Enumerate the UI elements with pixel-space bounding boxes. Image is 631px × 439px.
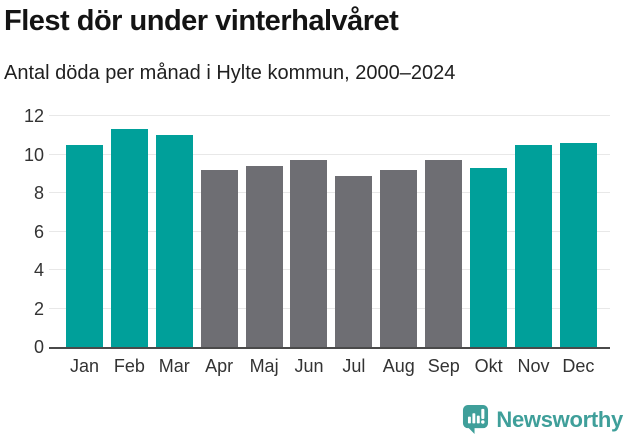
- x-tick-label-nov: Nov: [517, 356, 550, 376]
- x-tick-label-sep: Sep: [427, 356, 460, 376]
- x-tick-label-jun: Jun: [294, 356, 324, 376]
- bars-container: [53, 116, 610, 347]
- x-tick-label-maj: Maj: [249, 356, 279, 376]
- bar-nov: [515, 144, 553, 347]
- bar-apr: [200, 169, 238, 347]
- y-tick-label-0: 0: [33, 337, 44, 357]
- brand-name: Newsworthy: [496, 406, 623, 432]
- y-axis: 0 2 4 6 8 10 12: [0, 106, 44, 357]
- bar-feb: [110, 129, 148, 347]
- x-tick-label-jul: Jul: [342, 356, 366, 376]
- newsworthy-logo-icon: [463, 405, 489, 434]
- bar-chart: 0 2 4 6 8 10 12 Jan Feb Mar Apr Maj Jun Jul Aug Sep Okt…: [0, 106, 631, 406]
- plot-area: [49, 115, 610, 349]
- x-tick-label-aug: Aug: [382, 356, 415, 376]
- bar-jul: [335, 175, 373, 347]
- bar-jan: [65, 144, 103, 347]
- chart-subtitle: Antal döda per månad i Hylte kommun, 200…: [4, 62, 456, 84]
- x-tick-label-dec: Dec: [562, 356, 595, 376]
- bar-mar: [155, 135, 193, 347]
- x-tick-label-okt: Okt: [474, 356, 503, 376]
- y-tick-label-8: 8: [33, 183, 44, 203]
- x-tick-label-apr: Apr: [205, 356, 234, 376]
- gridline-6: [49, 230, 610, 232]
- y-tick-label-6: 6: [33, 221, 44, 242]
- brand-footer: Newsworthy: [462, 404, 623, 435]
- y-tick-label-10: 10: [23, 144, 44, 165]
- bar-jun: [290, 160, 328, 347]
- y-tick-label-4: 4: [33, 260, 44, 280]
- x-tick-label-jan: Jan: [69, 356, 99, 376]
- gridline-10: [49, 153, 610, 155]
- y-tick-label-2: 2: [33, 298, 44, 319]
- x-tick-label-mar: Mar: [158, 356, 190, 376]
- bar-sep: [425, 160, 463, 347]
- y-tick-label-12: 12: [23, 106, 44, 126]
- gridline-8: [49, 192, 610, 193]
- chart-title: Flest dör under vinterhalvåret: [4, 5, 399, 37]
- gridline-12: [49, 115, 610, 116]
- bar-aug: [380, 169, 418, 347]
- gridline-2: [49, 307, 610, 309]
- gridline-4: [49, 269, 610, 270]
- bar-okt: [470, 167, 508, 347]
- bar-maj: [245, 166, 283, 347]
- x-tick-label-feb: Feb: [113, 356, 145, 376]
- x-axis-line: [49, 347, 610, 349]
- x-axis-labels: Jan Feb Mar Apr Maj Jun Jul Aug Sep Okt Nov Dec: [53, 356, 610, 377]
- bar-dec: [559, 142, 597, 347]
